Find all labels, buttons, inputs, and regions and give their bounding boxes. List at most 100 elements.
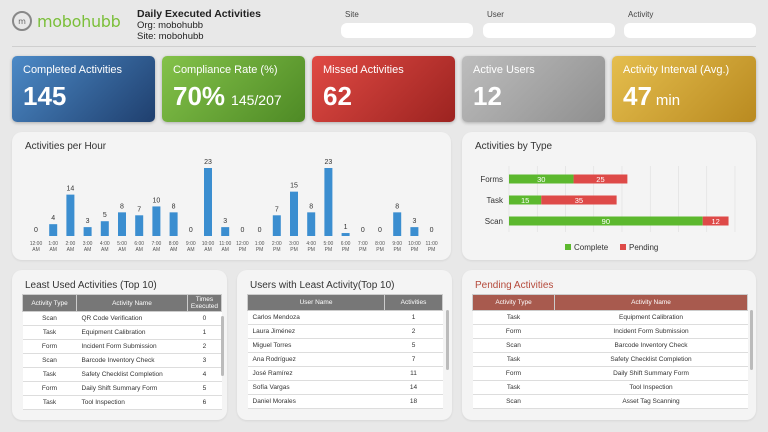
least-used-cell: Scan	[22, 353, 77, 368]
least-used-cell: Task	[22, 325, 77, 340]
type-bar-label: 35	[575, 196, 583, 205]
pending-cell: Safety Checklist Completion	[554, 352, 748, 367]
activity-filter: Activity	[624, 10, 756, 38]
least-used-row[interactable]: Form Daily Shift Summary Form 5	[22, 381, 222, 396]
kpi-compliance-sub: 145/207	[231, 92, 282, 108]
hour-tick-label: 1:00	[48, 241, 58, 247]
hour-bar-label: 4	[51, 215, 55, 222]
pending-title: Pending Activities	[475, 280, 554, 291]
hour-tick-label: 4:00	[100, 241, 110, 247]
pending-cell: Scan	[472, 338, 555, 353]
pending-row[interactable]: Form Daily Shift Summary Form	[472, 366, 748, 381]
least-used-cell: Scan	[22, 311, 77, 326]
hour-bar-label: 0	[189, 227, 193, 234]
activities-by-type-title: Activities by Type	[475, 141, 553, 152]
least-users-table-wrap[interactable]: User Name Activities Carlos Mendoza 1 Laur…	[247, 294, 443, 412]
activity-filter-label: Activity	[628, 10, 654, 19]
hour-tick-label: PM	[359, 247, 367, 253]
hour-tick-label: AM	[221, 247, 229, 253]
hour-bar-label: 0	[361, 227, 365, 234]
hour-bar-label: 1	[344, 224, 348, 231]
least-used-cell: Form	[22, 339, 77, 354]
hour-tick-label: 12:00	[30, 241, 43, 247]
hour-tick-label: 5:00	[117, 241, 127, 247]
least-used-table-wrap[interactable]: Activity Type Activity Name Times Execut…	[22, 294, 222, 412]
hour-tick-label: 9:00	[392, 241, 402, 247]
least-users-cell: 1	[384, 310, 443, 325]
pending-row[interactable]: Task Tool Inspection	[472, 380, 748, 395]
hour-tick-label: AM	[84, 247, 92, 253]
type-bar-label: 90	[602, 217, 610, 226]
hour-tick-label: 10:00	[408, 241, 421, 247]
pending-table: Activity Type Activity Name Task Equipmen…	[472, 294, 748, 409]
least-users-row[interactable]: Daniel Morales 18	[247, 394, 443, 409]
least-used-cell: 6	[187, 395, 222, 410]
user-filter-input[interactable]	[483, 23, 615, 38]
least-users-header-activities: Activities	[384, 294, 443, 311]
kpi-missed: Missed Activities 62	[312, 56, 455, 122]
hour-bar-label: 0	[430, 227, 434, 234]
least-used-row[interactable]: Task Safety Checklist Completion 4	[22, 367, 222, 382]
kpi-compliance-label: Compliance Rate (%)	[173, 64, 278, 76]
least-users-row[interactable]: Sofía Vargas 14	[247, 380, 443, 395]
type-complete-bar	[509, 174, 574, 184]
site-filter-label: Site	[345, 10, 359, 19]
report-org: Org: mobohubb	[137, 20, 204, 31]
hour-bar	[204, 168, 212, 236]
hour-bar	[393, 212, 402, 236]
least-used-row[interactable]: Task Equipment Calibration 1	[22, 325, 222, 340]
header-divider	[12, 46, 756, 47]
header: m mobohubb Daily Executed Activities Org…	[0, 0, 768, 46]
least-users-cell: Daniel Morales	[247, 394, 385, 409]
pending-row[interactable]: Scan Barcode Inventory Check	[472, 338, 748, 353]
hour-tick-label: 5:00	[324, 241, 334, 247]
least-used-cell: Tool Inspection	[76, 395, 188, 410]
pending-row[interactable]: Task Equipment Calibration	[472, 310, 748, 325]
least-used-row[interactable]: Scan QR Code Verification 0	[22, 311, 222, 326]
hour-tick-label: AM	[170, 247, 178, 253]
least-used-table: Activity Type Activity Name Times Execut…	[22, 294, 222, 410]
hour-tick-label: AM	[204, 247, 212, 253]
least-users-row[interactable]: Carlos Mendoza 1	[247, 310, 443, 325]
least-users-cell: 5	[384, 338, 443, 353]
legend-pending-swatch	[620, 244, 626, 250]
hour-bar-label: 14	[67, 186, 75, 193]
hour-bar-label: 3	[223, 218, 227, 225]
pending-row[interactable]: Task Safety Checklist Completion	[472, 352, 748, 367]
activity-filter-input[interactable]	[624, 23, 756, 38]
pending-cell: Form	[472, 324, 555, 339]
least-users-cell: 2	[384, 324, 443, 339]
least-users-row[interactable]: José Ramírez 11	[247, 366, 443, 381]
least-used-cell: 2	[187, 339, 222, 354]
site-filter-input[interactable]	[341, 23, 473, 38]
pending-row[interactable]: Scan Asset Tag Scanning	[472, 394, 748, 409]
least-used-cell: 1	[187, 325, 222, 340]
least-used-scrollbar[interactable]	[221, 316, 224, 376]
least-used-cell: 4	[187, 367, 222, 382]
least-users-row[interactable]: Ana Rodríguez 7	[247, 352, 443, 367]
least-used-row[interactable]: Task Tool Inspection 6	[22, 395, 222, 410]
hour-bar-label: 7	[137, 206, 141, 213]
least-users-row[interactable]: Laura Jiménez 2	[247, 324, 443, 339]
pending-scrollbar[interactable]	[750, 310, 753, 370]
least-users-card: Users with Least Activity(Top 10) User N…	[237, 270, 452, 420]
hour-tick-label: 8:00	[169, 241, 179, 247]
type-category-label: Scan	[485, 217, 503, 226]
logo: m mobohubb	[12, 11, 121, 31]
least-used-row[interactable]: Form Incident Form Submission 2	[22, 339, 222, 354]
hour-bar-label: 3	[412, 218, 416, 225]
hour-bar-label: 23	[204, 159, 212, 166]
activities-per-hour-title: Activities per Hour	[25, 141, 107, 152]
least-used-cell: Safety Checklist Completion	[76, 367, 188, 382]
least-users-row[interactable]: Miguel Torres 5	[247, 338, 443, 353]
least-users-title: Users with Least Activity(Top 10)	[250, 280, 395, 291]
least-users-cell: Miguel Torres	[247, 338, 385, 353]
least-used-row[interactable]: Scan Barcode Inventory Check 3	[22, 353, 222, 368]
least-users-scrollbar[interactable]	[446, 310, 449, 370]
pending-table-wrap[interactable]: Activity Type Activity Name Task Equipmen…	[472, 294, 748, 412]
pending-row[interactable]: Form Incident Form Submission	[472, 324, 748, 339]
kpi-active-users-value: 12	[473, 81, 502, 111]
activities-per-hour-chart: 012:00AM41:00AM142:00AM33:00AM54:00AM85:…	[30, 159, 438, 253]
least-users-cell: Sofía Vargas	[247, 380, 385, 395]
report-site: Site: mobohubb	[137, 31, 204, 42]
